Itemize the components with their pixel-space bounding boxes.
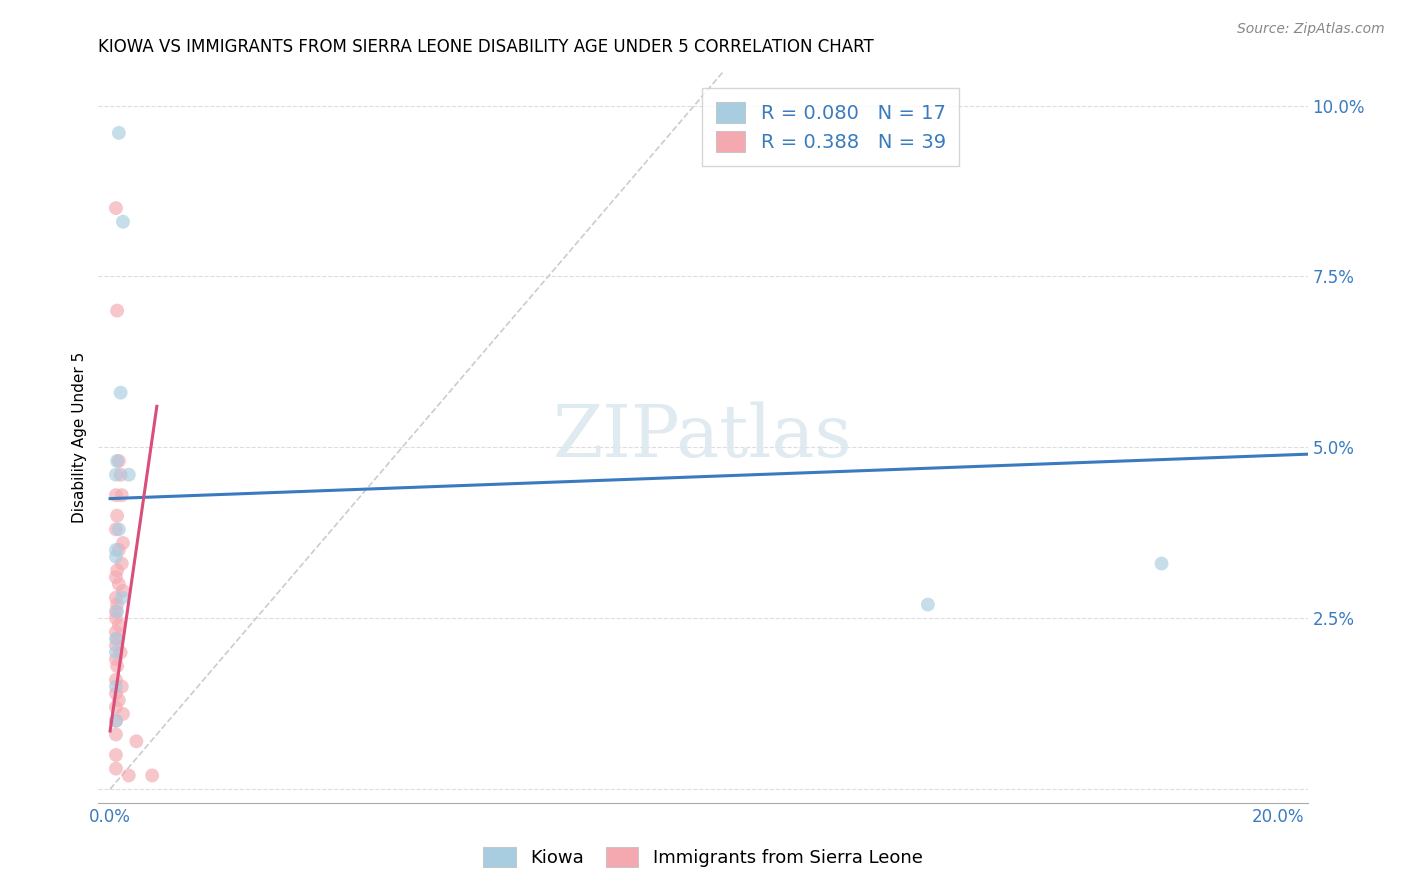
Point	[110, 645, 132, 659]
Y-axis label: Disability Age Under 5: Disability Age Under 5	[72, 351, 87, 523]
Point	[111, 557, 134, 571]
Point	[105, 632, 128, 646]
Point	[104, 680, 127, 694]
Point	[108, 577, 131, 591]
Point	[104, 700, 127, 714]
Point	[104, 570, 127, 584]
Point	[105, 508, 128, 523]
Point	[104, 632, 127, 646]
Point	[111, 536, 134, 550]
Point	[111, 215, 134, 229]
Point	[104, 645, 127, 659]
Point	[104, 201, 127, 215]
Point	[104, 714, 127, 728]
Point	[108, 693, 131, 707]
Point	[917, 598, 939, 612]
Point	[105, 563, 128, 577]
Point	[105, 598, 128, 612]
Point	[110, 467, 132, 482]
Point	[105, 303, 128, 318]
Point	[104, 639, 127, 653]
Point	[108, 126, 131, 140]
Point	[110, 385, 132, 400]
Point	[125, 734, 148, 748]
Point	[104, 488, 127, 502]
Point	[111, 706, 134, 721]
Legend: Kiowa, Immigrants from Sierra Leone: Kiowa, Immigrants from Sierra Leone	[474, 838, 932, 876]
Point	[104, 467, 127, 482]
Point	[118, 467, 141, 482]
Point	[1150, 557, 1173, 571]
Point	[104, 762, 127, 776]
Point	[104, 542, 127, 557]
Point	[104, 611, 127, 625]
Point	[104, 591, 127, 605]
Text: KIOWA VS IMMIGRANTS FROM SIERRA LEONE DISABILITY AGE UNDER 5 CORRELATION CHART: KIOWA VS IMMIGRANTS FROM SIERRA LEONE DI…	[98, 38, 875, 56]
Point	[104, 714, 127, 728]
Point	[104, 604, 127, 618]
Point	[104, 747, 127, 762]
Point	[108, 522, 131, 536]
Point	[104, 624, 127, 639]
Point	[111, 680, 134, 694]
Point	[118, 768, 141, 782]
Point	[104, 673, 127, 687]
Point	[111, 591, 134, 605]
Point	[104, 522, 127, 536]
Point	[104, 652, 127, 666]
Text: ZIPatlas: ZIPatlas	[553, 401, 853, 473]
Point	[105, 454, 128, 468]
Point	[105, 659, 128, 673]
Point	[108, 542, 131, 557]
Legend: R = 0.080   N = 17, R = 0.388   N = 39: R = 0.080 N = 17, R = 0.388 N = 39	[702, 88, 959, 166]
Point	[141, 768, 163, 782]
Point	[104, 549, 127, 564]
Text: Source: ZipAtlas.com: Source: ZipAtlas.com	[1237, 22, 1385, 37]
Point	[104, 727, 127, 741]
Point	[111, 583, 134, 598]
Point	[111, 488, 134, 502]
Point	[104, 686, 127, 700]
Point	[108, 454, 131, 468]
Point	[108, 618, 131, 632]
Point	[105, 604, 128, 618]
